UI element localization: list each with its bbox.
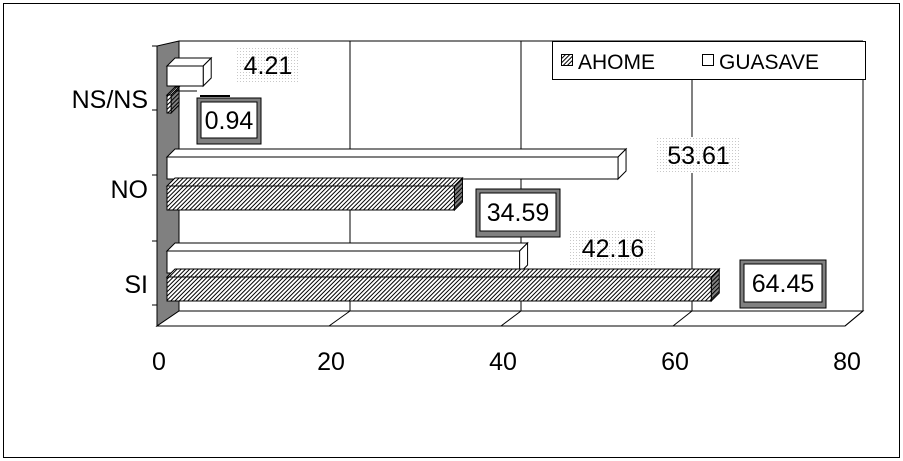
legend-label-guasave: GUASAVE bbox=[719, 51, 819, 74]
data-label-guasave-1: 53.61 bbox=[657, 137, 740, 173]
data-label-text: 34.59 bbox=[487, 199, 550, 227]
legend-label-ahome: AHOME bbox=[578, 51, 655, 74]
data-label-text: 42.16 bbox=[582, 235, 645, 263]
bar-ahome-0 bbox=[165, 85, 181, 115]
data-labels: 4.21 53.61 42.16 0.94 34.59 64.45 bbox=[175, 48, 827, 309]
category-label-1: NO bbox=[111, 176, 149, 204]
bar-ahome-1-front bbox=[166, 185, 455, 211]
floor-gridline-60 bbox=[672, 310, 693, 327]
data-label-box-inner bbox=[479, 192, 557, 232]
bar-ahome-2-top bbox=[165, 268, 721, 278]
bar-ahome-0-front bbox=[166, 94, 172, 114]
data-label-guasave-2: 42.16 bbox=[570, 231, 656, 265]
tick-label-60: 60 bbox=[661, 348, 689, 376]
legend-swatch-guasave bbox=[702, 54, 714, 66]
data-label-ahome-2: 64.45 bbox=[739, 259, 827, 309]
data-label-text: 53.61 bbox=[667, 142, 730, 170]
tick-label-20: 20 bbox=[317, 348, 345, 376]
bar-guasave-2 bbox=[165, 241, 529, 275]
bar-guasave-1 bbox=[165, 147, 628, 181]
data-label-ahome-0: 0.94 bbox=[196, 97, 262, 145]
data-label-guasave-0: 4.21 bbox=[236, 48, 300, 82]
value-axis: 0 20 40 60 80 bbox=[152, 348, 861, 376]
bar-guasave-1-top bbox=[165, 148, 628, 158]
tick-label-80: 80 bbox=[833, 348, 861, 376]
floor bbox=[155, 310, 865, 327]
data-label-text: 0.94 bbox=[205, 107, 254, 135]
data-label-text: 4.21 bbox=[244, 52, 293, 80]
bar-guasave-0 bbox=[165, 56, 213, 88]
tick-label-0: 0 bbox=[152, 348, 166, 376]
category-label-0: NS/NS bbox=[72, 86, 148, 114]
bar-guasave-1-front bbox=[166, 156, 619, 180]
bar-guasave-0-front bbox=[166, 65, 204, 87]
bar-ahome-1-top bbox=[165, 177, 464, 187]
data-label-text: 64.45 bbox=[752, 270, 815, 298]
data-label-bg bbox=[657, 137, 740, 173]
category-label-2: SI bbox=[124, 271, 148, 299]
floor-gridline-20 bbox=[328, 310, 351, 327]
floor-gridline-80 bbox=[844, 310, 864, 327]
data-label-box-inner bbox=[743, 263, 823, 303]
bar-guasave-2-top bbox=[165, 242, 529, 252]
data-label-bg bbox=[570, 231, 656, 265]
legend: AHOME GUASAVE bbox=[552, 41, 866, 80]
bar-ahome-1 bbox=[165, 176, 464, 212]
category-axis: NS/NS NO SI bbox=[72, 86, 148, 299]
bar-ahome-2 bbox=[165, 267, 721, 303]
bar-ahome-2-front bbox=[166, 276, 712, 302]
bars-group bbox=[165, 56, 721, 303]
data-label-box-inner bbox=[200, 101, 258, 139]
data-label-bg bbox=[236, 48, 300, 82]
tick-label-40: 40 bbox=[489, 348, 517, 376]
floor-gridline-40 bbox=[500, 310, 522, 327]
data-label-ahome-1: 34.59 bbox=[475, 188, 561, 238]
legend-swatch-ahome bbox=[561, 54, 573, 66]
